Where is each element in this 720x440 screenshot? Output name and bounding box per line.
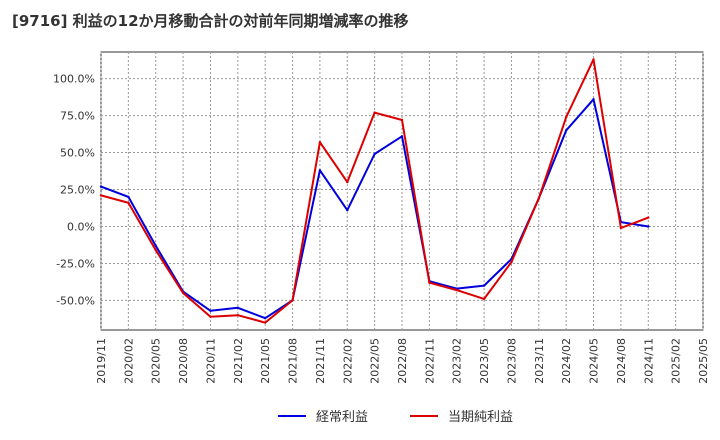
data-point [127,195,130,199]
legend-label-1: 経常利益 [316,410,368,425]
y-tick-label: 100.0% [53,73,95,86]
data-point [209,315,212,318]
data-point [592,58,595,61]
data-point [99,194,103,197]
x-tick-label: 2022/02 [341,338,354,384]
data-point [127,201,130,204]
data-point [537,197,540,200]
data-point [400,118,404,122]
data-point [99,185,103,188]
x-tick-label: 2022/05 [369,338,382,384]
x-tick-label: 2021/02 [232,338,245,384]
x-tick-label: 2024/02 [560,338,573,384]
plot-frame [100,51,704,331]
legend: 経常利益 当期純利益 [278,410,513,425]
data-point [346,209,349,212]
series-layer [99,58,650,324]
legend-label-2: 当期純利益 [448,410,513,425]
data-point [236,314,239,317]
chart-title: [9716] 利益の12か月移動合計の対前年同期増減率の推移 [12,12,409,30]
y-tick-label: -25.0% [56,257,95,270]
data-point [264,321,267,324]
x-tick-label: 2020/05 [150,338,163,384]
data-point [209,309,212,312]
data-point [455,288,458,292]
x-tick-label: 2021/08 [287,338,300,384]
data-point [264,317,267,320]
x-tick-label: 2023/05 [478,338,491,384]
data-point [236,306,239,309]
x-tick-label: 2021/11 [314,338,327,384]
x-tick-label: 2020/08 [177,338,190,384]
data-point [181,291,185,295]
data-point [592,98,595,101]
data-point [565,129,568,132]
data-point [482,284,486,287]
data-point [318,141,322,144]
data-point [291,299,294,302]
data-point [346,180,349,184]
data-point [647,225,650,228]
x-tick-label: 2025/05 [697,338,710,384]
y-tick-label: 50.0% [60,147,95,160]
x-tick-label: 2022/11 [423,338,436,384]
x-tick-label: 2024/08 [615,338,628,384]
data-point [619,226,623,230]
data-point [428,281,431,284]
data-point [373,111,376,114]
x-tick-label: 2023/02 [451,338,464,384]
y-tick-label: 75.0% [60,110,95,123]
data-point [565,115,568,119]
x-tick-label: 2024/05 [588,338,601,384]
x-tick-label: 2022/08 [396,338,409,384]
y-tick-label: 0.0% [67,220,95,233]
x-tick-label: 2023/08 [505,338,518,384]
grid-layer [100,51,704,331]
x-tick-label: 2021/05 [259,338,272,384]
data-point [154,248,157,252]
data-point [154,244,157,247]
x-tick-label: 2025/02 [670,338,683,384]
data-point [373,152,376,156]
x-tick-label: 2023/11 [533,338,546,384]
x-tick-label: 2019/11 [95,338,108,384]
y-tick-label: 25.0% [60,184,95,197]
x-tick-label: 2020/02 [122,338,135,384]
data-point [400,135,404,138]
data-point [318,169,322,172]
data-point [647,216,650,219]
x-tick-label: 2020/11 [204,338,217,384]
data-point [510,260,513,264]
x-tick-label: 2024/11 [642,338,655,384]
axis-layer: 2019/11 2020/02 2020/05 2020/08 2020/11 2021/… [53,73,710,384]
y-tick-label: -50.0% [56,294,95,307]
data-point [482,297,486,301]
